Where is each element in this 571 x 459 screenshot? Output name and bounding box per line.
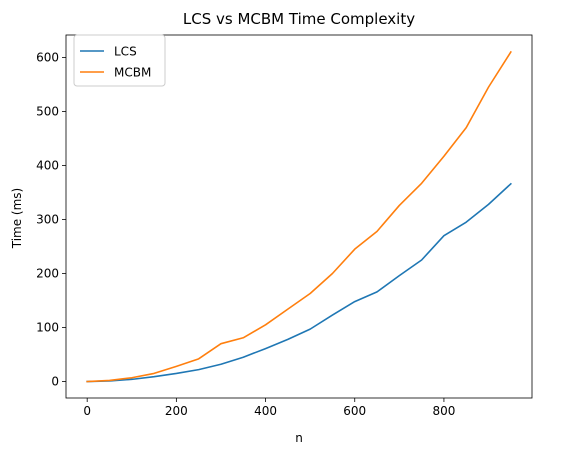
- y-tick-label: 400: [36, 158, 59, 172]
- y-axis-label: Time (ms): [10, 188, 24, 250]
- series-line-mcbm: [86, 50, 512, 383]
- x-axis-label: n: [295, 431, 303, 445]
- legend-box: [73, 34, 166, 87]
- axes-frame: [65, 34, 533, 399]
- legend-label-lcs: LCS: [114, 45, 137, 59]
- plot-area: 0 200 400 600 800 0 100 200 300 400 500 600: [36, 34, 533, 418]
- y-tick-label: 300: [36, 212, 59, 226]
- series-lines: [86, 50, 512, 383]
- x-tick-label: 400: [254, 404, 277, 418]
- y-tick-label: 0: [51, 375, 59, 389]
- x-tick-label: 0: [83, 404, 91, 418]
- y-tick-label: 200: [36, 266, 59, 280]
- legend-label-mcbm: MCBM: [114, 66, 151, 80]
- y-axis-ticks: 0 100 200 300 400 500 600: [36, 50, 66, 389]
- x-tick-label: 200: [165, 404, 188, 418]
- x-tick-label: 800: [432, 404, 455, 418]
- y-tick-label: 500: [36, 104, 59, 118]
- y-tick-label: 100: [36, 321, 59, 335]
- legend: LCS MCBM: [73, 34, 166, 87]
- chart-title: LCS vs MCBM Time Complexity: [183, 10, 415, 28]
- x-axis-ticks: 0 200 400 600 800: [83, 398, 455, 418]
- x-tick-label: 600: [343, 404, 366, 418]
- series-line-lcs: [86, 182, 512, 383]
- y-tick-label: 600: [36, 50, 59, 64]
